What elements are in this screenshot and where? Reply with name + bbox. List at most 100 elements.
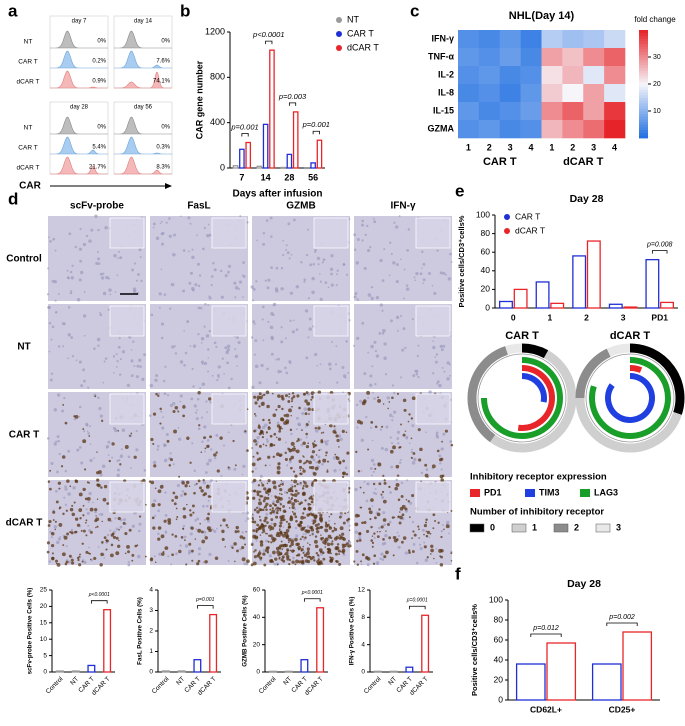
nucleus [391, 442, 394, 445]
stain [283, 518, 286, 521]
row-label: TNF-α [428, 51, 454, 61]
nucleus [270, 522, 273, 525]
y-axis-label: scFv-probe Positive Cells (%) [27, 588, 34, 675]
heat-cell [499, 120, 521, 139]
bar [71, 670, 80, 673]
stain [151, 516, 155, 520]
nucleus [206, 439, 210, 442]
stain [251, 520, 255, 524]
bar [623, 306, 638, 309]
nucleus [303, 281, 306, 283]
nucleus [86, 430, 89, 433]
stain [269, 534, 273, 538]
nucleus [100, 276, 105, 280]
nucleus [282, 253, 285, 257]
stain [338, 534, 341, 537]
nucleus [242, 296, 244, 299]
stain [290, 479, 293, 482]
bar [300, 659, 309, 673]
stain [299, 538, 302, 541]
nucleus [72, 486, 76, 490]
stain [250, 543, 254, 546]
nucleus [163, 443, 167, 447]
stain [157, 394, 160, 398]
nucleus [277, 357, 280, 361]
stain [138, 515, 142, 518]
nucleus [284, 366, 287, 370]
nucleus [207, 499, 210, 502]
nucleus [311, 325, 315, 328]
p-value: p=0.0001 [406, 598, 428, 604]
stain [291, 560, 295, 564]
nucleus [354, 530, 359, 534]
nucleus [339, 437, 343, 441]
legend-swatch [595, 523, 611, 533]
stain [237, 530, 240, 533]
legend-swatch [580, 489, 590, 497]
percent: 0% [97, 125, 106, 131]
stain [324, 528, 329, 533]
stain [117, 544, 121, 549]
stain [85, 550, 89, 554]
stain [271, 507, 274, 510]
stain [266, 532, 268, 535]
stain [277, 404, 281, 409]
p-value: p=0.002 [608, 614, 635, 621]
stain [302, 545, 305, 548]
histogram [50, 156, 108, 175]
stain [330, 536, 333, 540]
stain [366, 529, 370, 533]
nucleus [366, 248, 371, 253]
stain [345, 431, 348, 434]
stain [444, 429, 448, 433]
stain [348, 540, 350, 542]
stain [89, 530, 93, 534]
stain [430, 544, 434, 548]
receptor-arc [629, 365, 643, 373]
stain [423, 533, 425, 536]
stain [271, 509, 275, 514]
stain [450, 510, 453, 512]
column-label: 4 [612, 142, 617, 152]
bar [209, 613, 218, 673]
stain [251, 447, 253, 449]
nucleus [118, 337, 121, 340]
stain [265, 548, 270, 553]
nucleus [233, 467, 237, 471]
stain [301, 487, 305, 490]
nucleus [381, 309, 384, 312]
stain [266, 546, 270, 550]
stain [424, 463, 428, 467]
nucleus [179, 544, 182, 547]
stain [154, 487, 157, 490]
stain [274, 557, 278, 561]
ring-outline [477, 353, 567, 443]
nucleus [194, 283, 198, 287]
nucleus [404, 346, 407, 350]
x-tick-label: NT [387, 676, 398, 687]
nucleus [412, 374, 416, 378]
stain [177, 410, 180, 413]
heat-cell [520, 102, 542, 121]
nucleus [70, 528, 74, 531]
stain [82, 514, 85, 517]
stain [256, 451, 258, 454]
nucleus [410, 450, 414, 454]
y-tick-label: 80 [494, 614, 504, 624]
nucleus [395, 263, 399, 267]
stain [227, 526, 229, 529]
stain [64, 562, 68, 566]
nucleus [139, 255, 142, 258]
stain [171, 533, 174, 536]
nucleus [242, 275, 246, 278]
x-tick-label: CD25+ [609, 704, 636, 714]
bracket [530, 633, 562, 637]
column-header: scFv-probe [70, 201, 124, 212]
nucleus [78, 415, 81, 418]
stain [280, 417, 285, 422]
stain [266, 404, 270, 409]
stain [94, 395, 97, 398]
stain [315, 527, 319, 531]
stain [276, 496, 281, 501]
heat-cell [583, 120, 605, 139]
